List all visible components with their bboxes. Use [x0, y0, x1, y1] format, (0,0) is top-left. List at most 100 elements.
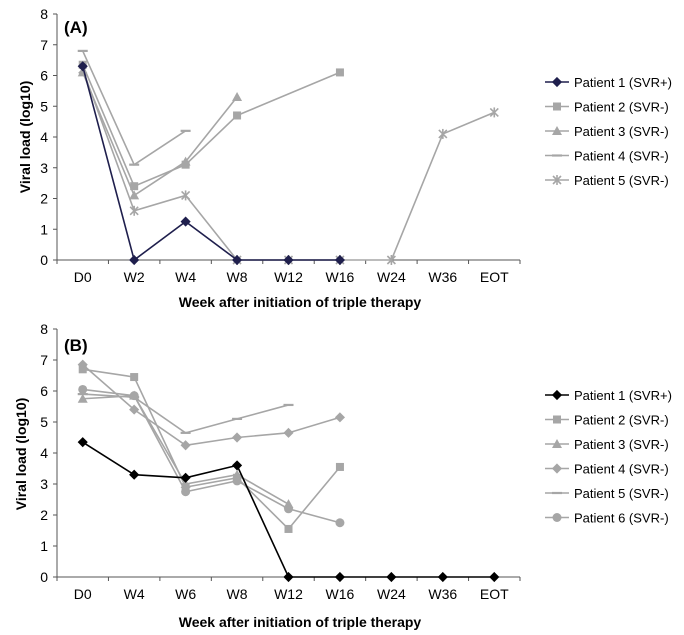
panel-b-legend-marker: [552, 513, 562, 522]
panel-b-series-2-point: [130, 373, 139, 382]
panel-b-series-2-point: [335, 462, 344, 471]
panel-a-legend: Patient 1 (SVR+) Patient 2 (SVR-) Patient …: [545, 75, 672, 188]
panel-b-series-4-point: [334, 412, 346, 423]
panel-a-legend-label: Patient 1 (SVR+): [574, 75, 672, 90]
panel-b-legend-label: Patient 4 (SVR-): [574, 462, 669, 477]
panel-a-x-axis-label: Week after initiation of triple therapy: [179, 294, 422, 310]
panel-b-series-6-point: [129, 391, 139, 401]
panel-b-series-4-line: [82, 364, 341, 447]
panel-b-series-1-point: [180, 472, 191, 483]
panel-b-series-4-point: [283, 427, 294, 438]
panel-b-x-tick-label: EOT: [480, 586, 509, 602]
panel-b-series-5-line: [82, 393, 289, 434]
panel-a-series-3-line: [81, 72, 238, 197]
panel-a-y-tick-label: 5: [40, 98, 48, 114]
panel-b-legend-marker: [552, 439, 562, 448]
panel-b-x-tick-label: W36: [428, 586, 457, 602]
panel-b-y-tick-label: 7: [40, 352, 48, 368]
panel-b-x-tick-label: D0: [74, 586, 92, 602]
panel-b-x-tick-label: W6: [175, 586, 196, 602]
panel-a-x-tick-label: W12: [274, 269, 303, 285]
panel-b-legend-marker: [551, 389, 563, 401]
panel-a-y-tick-label: 8: [40, 6, 48, 22]
panel-b-series-4: [77, 359, 346, 451]
panel-a-series-1-point: [231, 254, 243, 266]
panel-a-y-axis-label: Viral load (log10): [17, 81, 33, 194]
panel-a-legend-item: Patient 4 (SVR-): [545, 149, 669, 164]
panel-b-series-1-point: [77, 437, 88, 448]
panel-b-y-tick-label: 4: [40, 445, 48, 461]
panel-b-legend-label: Patient 2 (SVR-): [574, 413, 669, 428]
panel-b-chart: 0 1 2 3 4 5 6 7 8 D0 W4 W6 W8 W12 W16 W24 W36 EOT Patient …: [13, 321, 672, 630]
panel-a-y-tick-label: 2: [40, 191, 48, 207]
panel-a-series-1-point: [77, 61, 88, 72]
panel-b-x-tick-label: W16: [326, 586, 355, 602]
panel-b-legend-label: Patient 6 (SVR-): [574, 511, 669, 526]
panel-b-y-axis-label: Viral load (log10): [13, 398, 29, 511]
panel-b-series-4-point: [129, 404, 140, 415]
panel-b-legend-label: Patient 5 (SVR-): [574, 486, 669, 501]
panel-a-series-3-point: [180, 156, 191, 166]
panel-a-label: (A): [64, 18, 88, 37]
panel-b-series-1-point: [283, 571, 294, 583]
panel-a-series-2: [78, 60, 344, 191]
panel-a-legend-item: Patient 1 (SVR+): [545, 75, 672, 90]
panel-b-series-2-point: [284, 524, 293, 533]
panel-a-series-2-line: [81, 64, 341, 188]
panel-b-x-tick-label: W4: [124, 586, 145, 602]
panel-a-legend-marker: [552, 126, 562, 135]
panel-a-y-tick-label: 0: [40, 252, 48, 268]
panel-a-series-5-point: [129, 205, 139, 216]
panel-a-series-3-point: [129, 190, 140, 200]
panel-a-series-1-point: [283, 254, 294, 266]
panel-a-x-tick-label: EOT: [480, 269, 509, 285]
panel-a-series-5-point: [438, 128, 448, 139]
panel-a-x-tick-label: W8: [227, 269, 248, 285]
panel-b-legend-label: Patient 3 (SVR-): [574, 437, 669, 452]
panel-b-legend-label: Patient 1 (SVR+): [574, 388, 672, 403]
panel-b-label: (B): [64, 336, 88, 355]
panel-a-y-tick-label: 3: [40, 160, 48, 176]
panel-b-legend-item: Patient 3 (SVR-): [545, 437, 669, 452]
panel-a-legend-item: Patient 3 (SVR-): [545, 124, 669, 139]
panel-b-plot-area: 0 1 2 3 4 5 6 7 8 D0 W4 W6 W8 W12 W16 W24 W36 EOT Patient …: [40, 321, 672, 602]
panel-a-legend-item: Patient 2 (SVR-): [545, 100, 669, 115]
panel-a-series-1-point: [334, 254, 346, 266]
panel-b-series-6-line: [82, 388, 341, 524]
panel-a-legend-marker: [552, 175, 562, 185]
panel-b-y-tick-label: 0: [40, 569, 48, 585]
panel-a-legend-item: Patient 5 (SVR-): [545, 173, 669, 188]
panel-b-series-6-point: [284, 504, 293, 514]
panel-b-series-1-point: [437, 571, 448, 583]
panel-b-y-tick-label: 8: [40, 321, 48, 337]
panel-a-legend-label: Patient 5 (SVR-): [574, 173, 669, 188]
panel-b-series-1: [77, 437, 500, 583]
panel-b-series-1-point: [231, 460, 243, 471]
panel-b-legend-item: Patient 6 (SVR-): [545, 511, 669, 526]
panel-b-x-tick-label: W24: [377, 586, 406, 602]
panel-a-series-2-point: [233, 111, 242, 120]
panel-a-chart: 0 1 2 3 4 5 6 7 8 D0 W2 W4 W8 W12 W16 W24 W36 EOT Patient …: [17, 6, 672, 310]
panel-b-series-6-point: [181, 487, 191, 497]
panel-b-x-tick-label: W12: [274, 586, 303, 602]
panel-a-legend-marker: [553, 102, 561, 111]
panel-a-series-5-point: [181, 190, 191, 201]
panel-b-series-1-point: [489, 571, 500, 583]
panel-a-x-tick-label: D0: [74, 269, 92, 285]
panel-a-series-2-point: [335, 68, 344, 77]
panel-a-legend-marker: [551, 76, 563, 88]
panel-b-y-tick-label: 6: [40, 383, 48, 399]
panel-b-legend-item: Patient 2 (SVR-): [545, 413, 669, 428]
panel-a-series-1-point: [129, 254, 140, 266]
panel-b-y-tick-label: 2: [40, 507, 48, 523]
panel-b-series-1-point: [129, 469, 140, 480]
panel-b-series-6-point: [78, 384, 88, 394]
panel-b-y-tick-label: 1: [40, 538, 48, 554]
panel-b-series-1-point: [386, 571, 397, 583]
panel-a-x-tick-label: W16: [326, 269, 355, 285]
panel-b-series-3-point: [77, 393, 88, 403]
panel-a-series-4: [77, 49, 191, 166]
panel-b-legend-item: Patient 4 (SVR-): [545, 462, 669, 477]
panel-a-series-1-line: [81, 66, 340, 262]
